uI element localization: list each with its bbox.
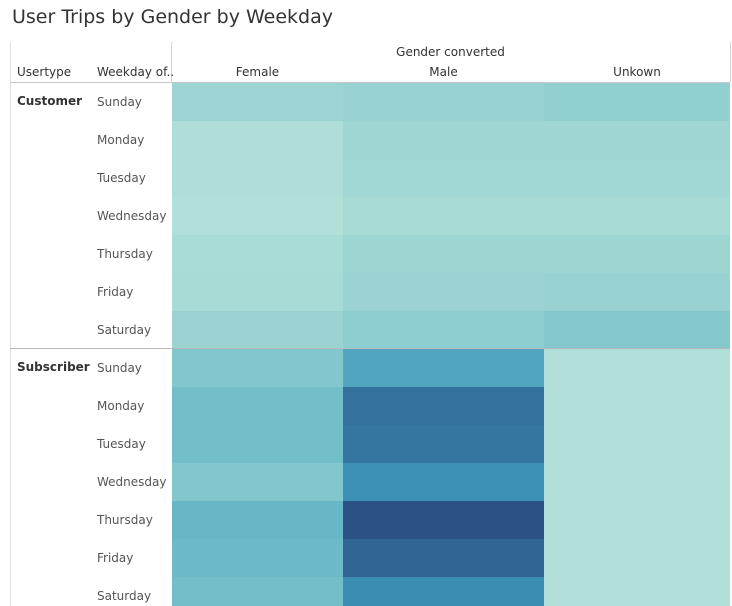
column-header-female[interactable]: Female bbox=[235, 65, 280, 79]
usertype-label-customer[interactable]: Customer bbox=[17, 94, 83, 108]
heatmap-cell-subscriber-wednesday-male[interactable] bbox=[343, 463, 544, 501]
heatmap-cell-subscriber-tuesday-male[interactable] bbox=[343, 425, 544, 463]
heatmap-cell-subscriber-thursday-female[interactable] bbox=[172, 501, 343, 539]
heatmap-cell-subscriber-monday-female[interactable] bbox=[172, 387, 343, 425]
weekday-label[interactable]: Friday bbox=[97, 551, 134, 565]
heatmap-cell-subscriber-friday-female[interactable] bbox=[172, 539, 343, 577]
weekday-label[interactable]: Saturday bbox=[97, 323, 152, 337]
heatmap-cell-customer-tuesday-female[interactable] bbox=[172, 159, 343, 197]
chart-title: User Trips by Gender by Weekday bbox=[12, 6, 333, 28]
heatmap-cell-subscriber-sunday-unkown[interactable] bbox=[544, 349, 730, 387]
weekday-label[interactable]: Wednesday bbox=[97, 475, 167, 489]
heatmap-cell-subscriber-saturday-unkown[interactable] bbox=[544, 577, 730, 606]
heatmap-cell-subscriber-tuesday-unkown[interactable] bbox=[544, 425, 730, 463]
heatmap-cell-subscriber-tuesday-female[interactable] bbox=[172, 425, 343, 463]
heatmap-cell-subscriber-saturday-female[interactable] bbox=[172, 577, 343, 606]
heatmap-cell-subscriber-friday-male[interactable] bbox=[343, 539, 544, 577]
heatmap-cell-customer-wednesday-female[interactable] bbox=[172, 197, 343, 235]
left-border bbox=[10, 42, 11, 606]
heatmap-cell-customer-monday-male[interactable] bbox=[343, 121, 544, 159]
heatmap-cell-subscriber-saturday-male[interactable] bbox=[343, 577, 544, 606]
column-header-unknown[interactable]: Unkown bbox=[613, 65, 661, 79]
group-divider-line bbox=[10, 348, 730, 349]
heatmap-cell-subscriber-monday-unkown[interactable] bbox=[544, 387, 730, 425]
heatmap-cell-customer-saturday-unkown[interactable] bbox=[544, 311, 730, 349]
header-divider-line bbox=[10, 82, 730, 83]
weekday-label[interactable]: Saturday bbox=[97, 589, 152, 603]
heatmap-cell-customer-saturday-male[interactable] bbox=[343, 311, 544, 349]
column-header-male[interactable]: Male bbox=[429, 65, 458, 79]
heatmap-cell-subscriber-monday-male[interactable] bbox=[343, 387, 544, 425]
heatmap-cell-customer-friday-unkown[interactable] bbox=[544, 273, 730, 311]
header-right-border bbox=[730, 42, 731, 82]
weekday-header[interactable]: Weekday of.. bbox=[97, 65, 175, 79]
heatmap-cell-customer-sunday-female[interactable] bbox=[172, 83, 343, 121]
usertype-label-subscriber[interactable]: Subscriber bbox=[17, 360, 90, 374]
heatmap-cell-subscriber-wednesday-female[interactable] bbox=[172, 463, 343, 501]
heatmap-cell-customer-saturday-female[interactable] bbox=[172, 311, 343, 349]
heatmap-cell-customer-sunday-male[interactable] bbox=[343, 83, 544, 121]
weekday-label[interactable]: Friday bbox=[97, 285, 134, 299]
weekday-label[interactable]: Sunday bbox=[97, 361, 142, 375]
heatmap-cell-subscriber-sunday-male[interactable] bbox=[343, 349, 544, 387]
heatmap-cell-subscriber-thursday-unkown[interactable] bbox=[544, 501, 730, 539]
weekday-label[interactable]: Wednesday bbox=[97, 209, 167, 223]
heatmap-cell-customer-monday-female[interactable] bbox=[172, 121, 343, 159]
heatmap-cell-customer-friday-female[interactable] bbox=[172, 273, 343, 311]
heatmap-cell-customer-monday-unkown[interactable] bbox=[544, 121, 730, 159]
weekday-label[interactable]: Monday bbox=[97, 133, 145, 147]
column-group-label: Gender converted bbox=[396, 45, 505, 59]
usertype-header[interactable]: Usertype bbox=[17, 65, 72, 79]
heatmap-cell-subscriber-sunday-female[interactable] bbox=[172, 349, 343, 387]
heatmap-cell-customer-thursday-female[interactable] bbox=[172, 235, 343, 273]
weekday-label[interactable]: Thursday bbox=[97, 513, 153, 527]
heatmap-cell-customer-tuesday-male[interactable] bbox=[343, 159, 544, 197]
heatmap-cell-subscriber-friday-unkown[interactable] bbox=[544, 539, 730, 577]
heatmap-cell-subscriber-wednesday-unkown[interactable] bbox=[544, 463, 730, 501]
heatmap-cell-subscriber-thursday-male[interactable] bbox=[343, 501, 544, 539]
heatmap-cell-customer-tuesday-unkown[interactable] bbox=[544, 159, 730, 197]
header-divider bbox=[171, 42, 172, 82]
heatmap-cell-customer-wednesday-male[interactable] bbox=[343, 197, 544, 235]
heatmap-cell-customer-thursday-unkown[interactable] bbox=[544, 235, 730, 273]
heatmap-cell-customer-sunday-unkown[interactable] bbox=[544, 83, 730, 121]
weekday-label[interactable]: Thursday bbox=[97, 247, 153, 261]
heatmap-cell-customer-thursday-male[interactable] bbox=[343, 235, 544, 273]
heatmap-cell-customer-wednesday-unkown[interactable] bbox=[544, 197, 730, 235]
weekday-label[interactable]: Sunday bbox=[97, 95, 142, 109]
weekday-label[interactable]: Tuesday bbox=[97, 171, 146, 185]
weekday-label[interactable]: Monday bbox=[97, 399, 145, 413]
heatmap-cell-customer-friday-male[interactable] bbox=[343, 273, 544, 311]
weekday-label[interactable]: Tuesday bbox=[97, 437, 146, 451]
